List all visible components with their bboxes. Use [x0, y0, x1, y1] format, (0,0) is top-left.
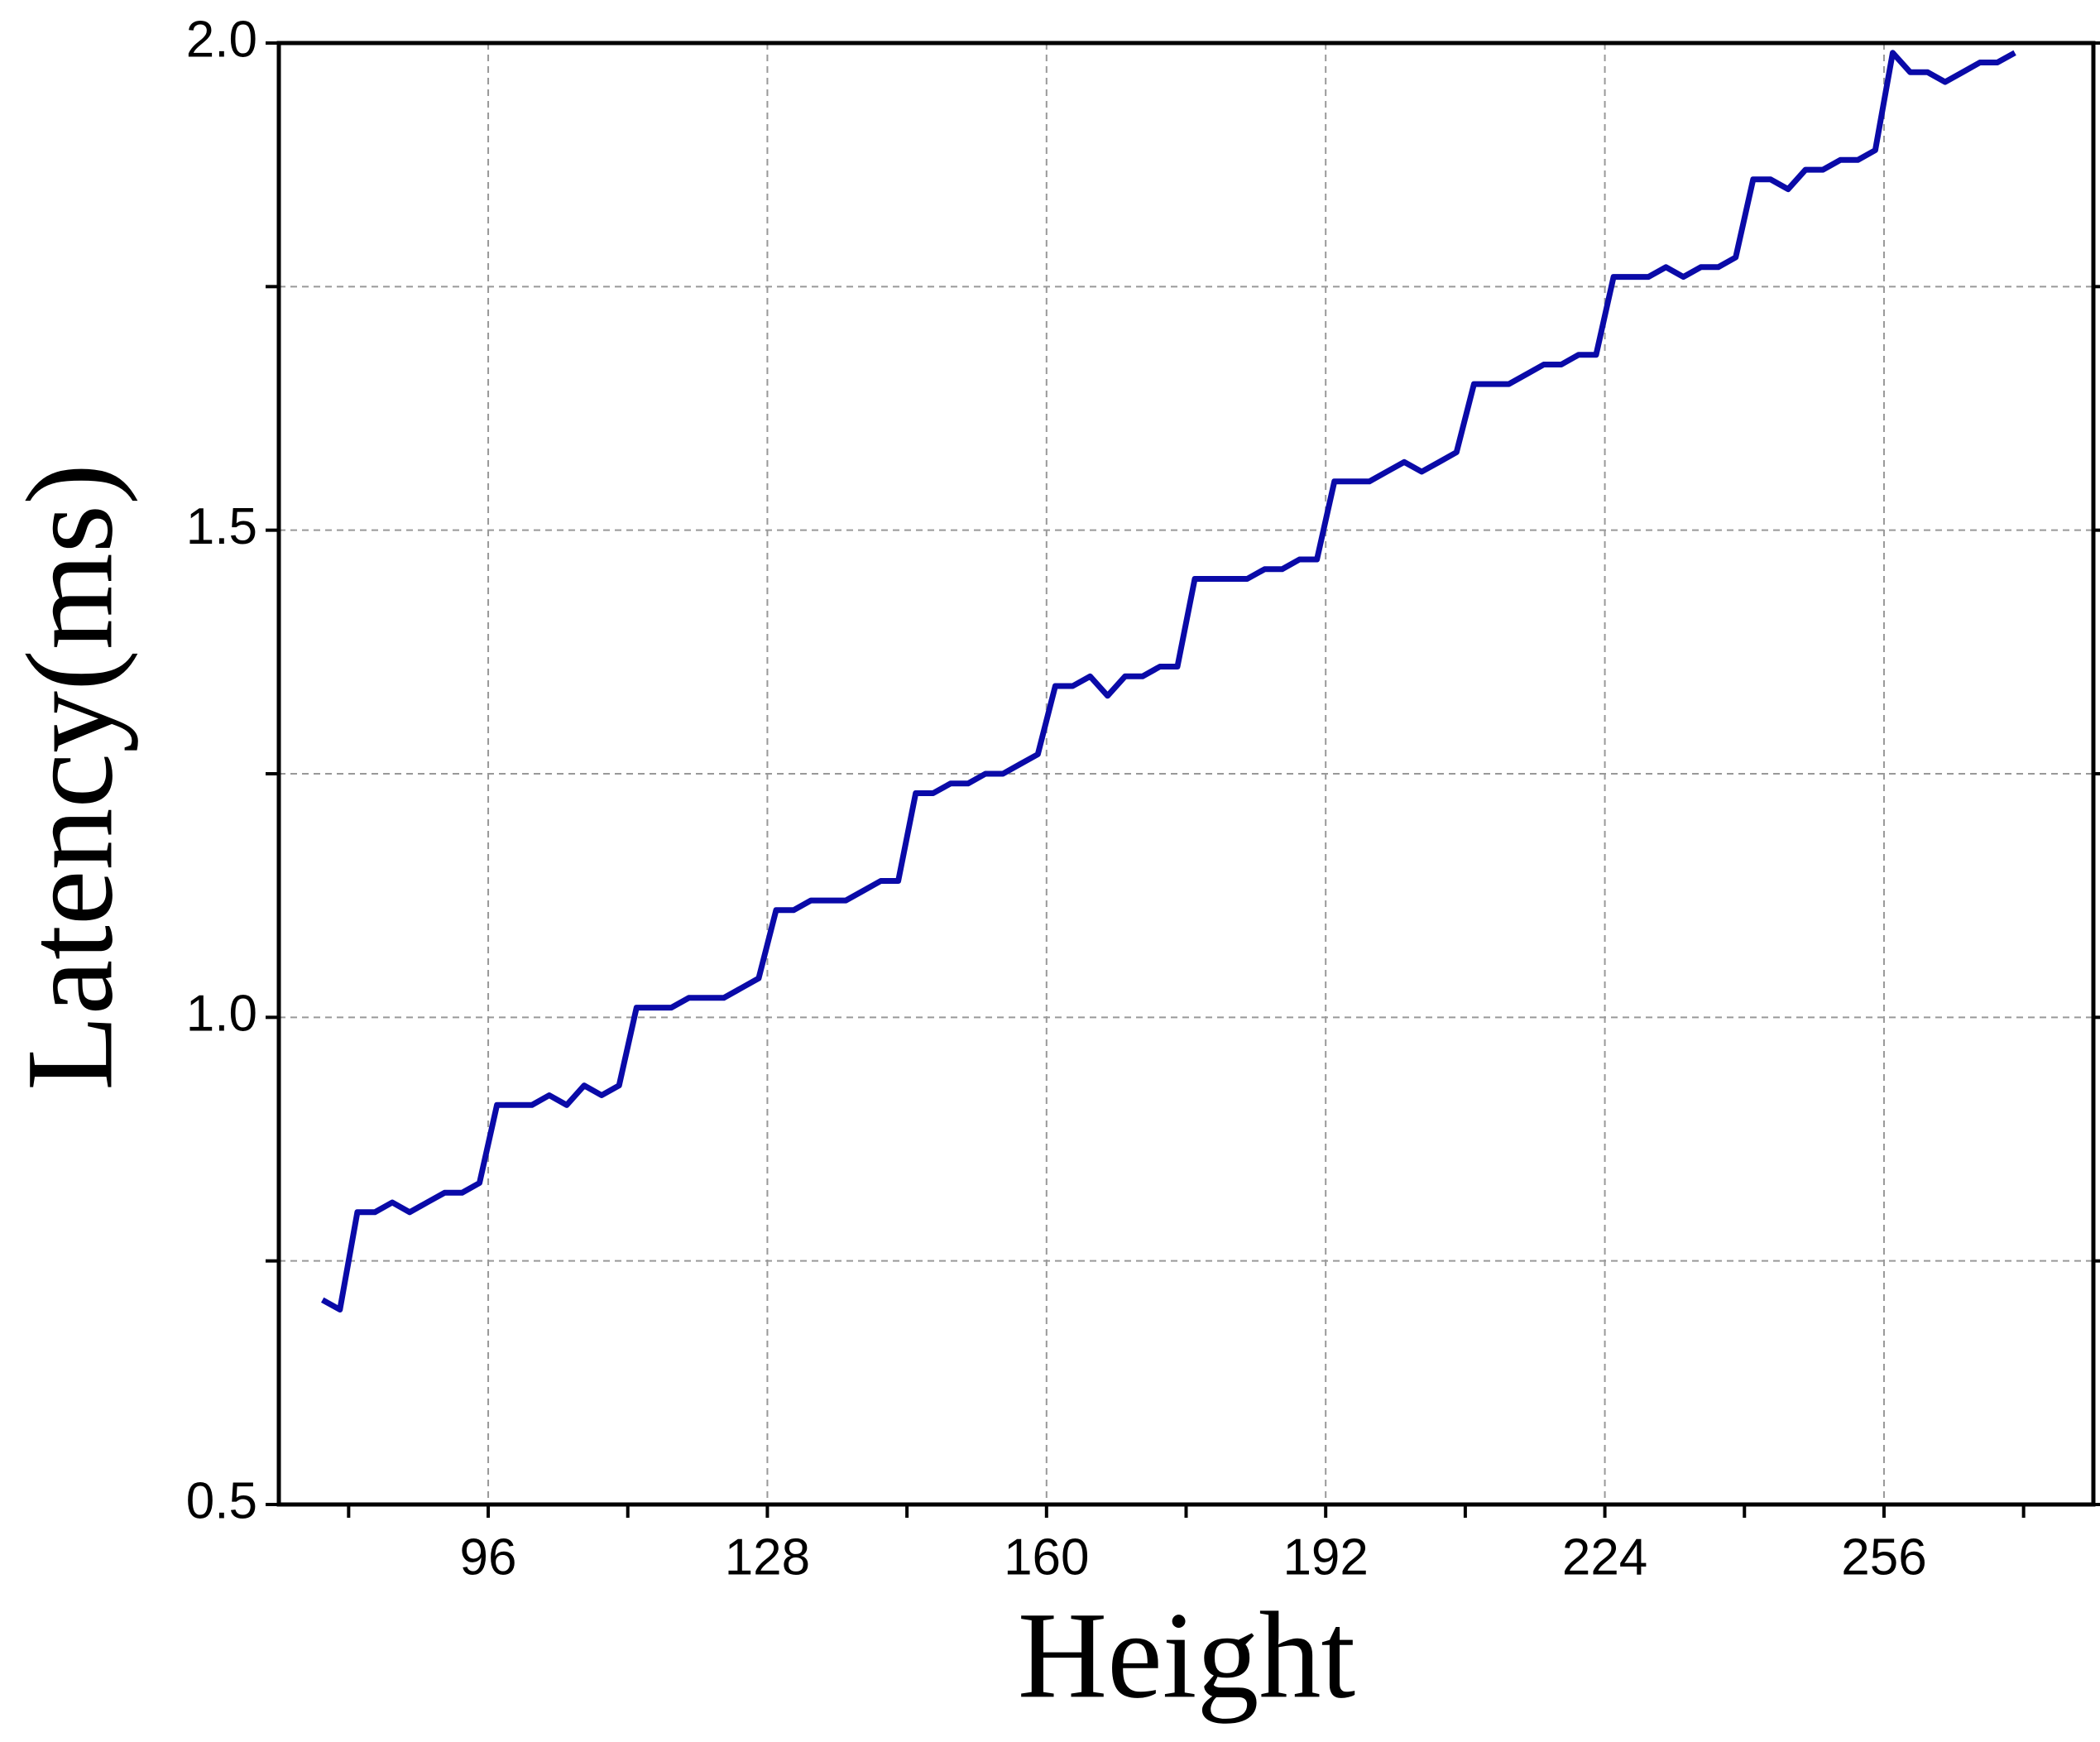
y-tick-label: 1.5 — [186, 498, 257, 555]
x-tick-label: 192 — [1283, 1528, 1368, 1586]
plot-frame — [276, 41, 2096, 1507]
x-tick-label: 160 — [1004, 1528, 1089, 1586]
x-axis-title: Height — [1018, 1586, 1355, 1724]
x-tick-label: 224 — [1562, 1528, 1647, 1586]
x-tick-label: 256 — [1841, 1528, 1926, 1586]
x-tick-label: 96 — [460, 1528, 517, 1586]
y-tick-label: 0.5 — [186, 1472, 257, 1529]
y-tick-label: 1.0 — [186, 986, 257, 1043]
data-line — [321, 50, 2016, 1312]
y-axis-title: Latency(ms) — [1, 463, 138, 1091]
y-tick-label: 2.0 — [186, 11, 257, 68]
x-tick-label: 128 — [725, 1528, 810, 1586]
